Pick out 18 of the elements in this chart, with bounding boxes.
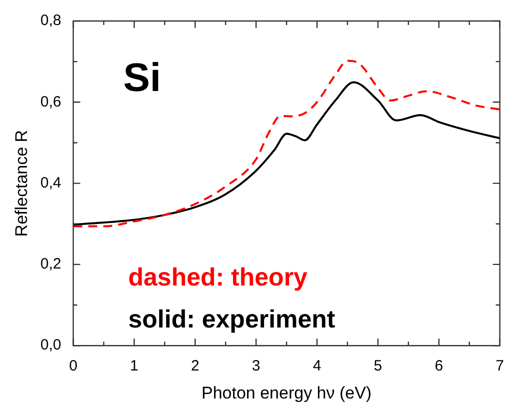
x-tick-label: 6 — [434, 358, 444, 375]
x-tick-label: 3 — [252, 358, 260, 375]
x-tick-label: 0 — [69, 358, 78, 375]
x-tick-label: 2 — [190, 358, 200, 375]
x-tick-label: 7 — [496, 358, 504, 375]
y-tick-label: 0,2 — [40, 256, 62, 273]
y-axis-title: Reflectance R — [12, 130, 31, 237]
x-axis-title: Photon energy hν (eV) — [201, 383, 372, 402]
y-tick-label: 0,8 — [40, 12, 62, 30]
y-tick-label: 0,0 — [40, 336, 62, 354]
series-label: dashed: theory — [128, 264, 308, 292]
text: solid: experiment — [128, 306, 336, 334]
y-tick-label: 0,4 — [40, 174, 62, 192]
y-tick-label: 0,6 — [40, 93, 62, 110]
annotation: Si — [123, 56, 162, 100]
x-tick-label: 5 — [374, 358, 382, 375]
x-tick-label: 1 — [130, 358, 138, 375]
x-tick-label: 4 — [312, 358, 322, 375]
